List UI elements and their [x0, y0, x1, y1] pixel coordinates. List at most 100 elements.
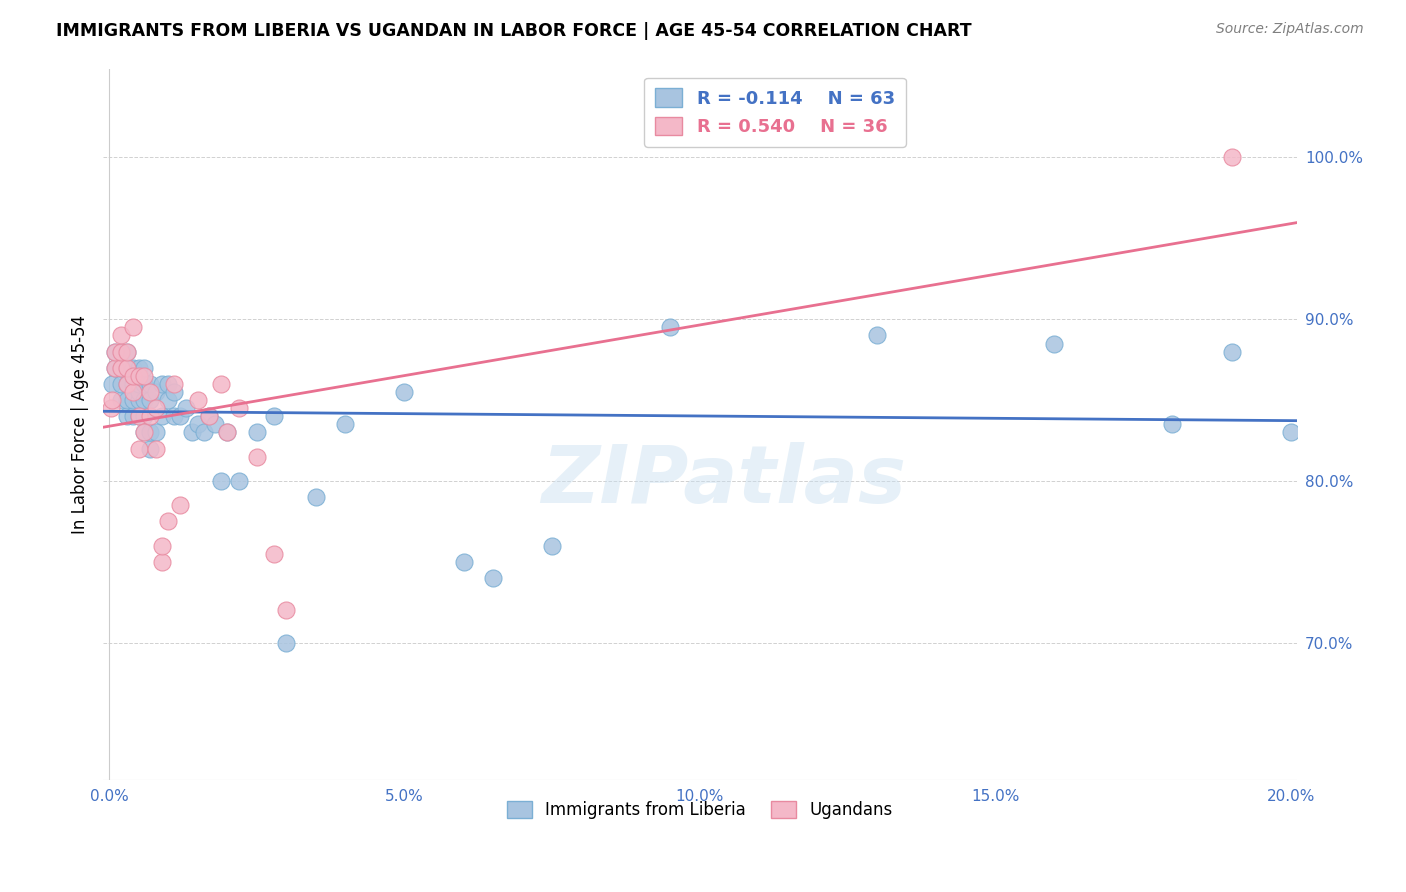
Point	[104, 360, 127, 375]
Point	[1279, 425, 1302, 440]
Point	[453, 555, 475, 569]
Point	[134, 368, 156, 383]
Point	[128, 409, 150, 424]
Point	[209, 376, 232, 391]
Point	[110, 376, 132, 391]
Point	[104, 360, 127, 375]
Point	[246, 450, 269, 464]
Point	[134, 409, 156, 424]
Point	[145, 442, 167, 456]
Point	[115, 376, 138, 391]
Point	[180, 425, 202, 440]
Point	[198, 409, 221, 424]
Point	[157, 515, 180, 529]
Point	[541, 539, 564, 553]
Y-axis label: In Labor Force | Age 45-54: In Labor Force | Age 45-54	[72, 315, 89, 534]
Point	[110, 344, 132, 359]
Point	[134, 393, 156, 408]
Point	[121, 385, 143, 400]
Point	[110, 360, 132, 375]
Point	[115, 344, 138, 359]
Point	[128, 385, 150, 400]
Point	[110, 360, 132, 375]
Point	[1161, 417, 1184, 432]
Point	[104, 344, 127, 359]
Point	[150, 409, 173, 424]
Point	[128, 393, 150, 408]
Point	[217, 425, 239, 440]
Point	[139, 385, 162, 400]
Point	[209, 474, 232, 488]
Point	[139, 376, 162, 391]
Point	[104, 344, 127, 359]
Point	[198, 409, 221, 424]
Point	[110, 328, 132, 343]
Point	[121, 393, 143, 408]
Point	[157, 393, 180, 408]
Text: ZIPatlas: ZIPatlas	[541, 442, 907, 520]
Point	[100, 401, 122, 416]
Text: Source: ZipAtlas.com: Source: ZipAtlas.com	[1216, 22, 1364, 37]
Point	[174, 401, 197, 416]
Point	[110, 393, 132, 408]
Point	[150, 376, 173, 391]
Point	[163, 409, 186, 424]
Point	[101, 376, 124, 391]
Point	[228, 401, 250, 416]
Point	[169, 498, 191, 512]
Point	[187, 417, 209, 432]
Point	[110, 344, 132, 359]
Point	[139, 393, 162, 408]
Point	[228, 474, 250, 488]
Point	[335, 417, 357, 432]
Point	[128, 368, 150, 383]
Point	[150, 539, 173, 553]
Point	[204, 417, 226, 432]
Point	[139, 409, 162, 424]
Point	[1043, 336, 1066, 351]
Point	[305, 490, 328, 504]
Point	[115, 344, 138, 359]
Point	[276, 636, 298, 650]
Point	[134, 376, 156, 391]
Point	[115, 409, 138, 424]
Point	[115, 360, 138, 375]
Point	[101, 393, 124, 408]
Point	[121, 368, 143, 383]
Point	[121, 376, 143, 391]
Point	[659, 320, 682, 334]
Point	[115, 360, 138, 375]
Point	[121, 320, 143, 334]
Point	[121, 360, 143, 375]
Point	[169, 409, 191, 424]
Point	[145, 401, 167, 416]
Point	[263, 547, 285, 561]
Point	[217, 425, 239, 440]
Point	[115, 393, 138, 408]
Point	[128, 360, 150, 375]
Point	[276, 603, 298, 617]
Point	[163, 376, 186, 391]
Legend: Immigrants from Liberia, Ugandans: Immigrants from Liberia, Ugandans	[501, 794, 900, 825]
Point	[866, 328, 889, 343]
Point	[139, 425, 162, 440]
Point	[246, 425, 269, 440]
Point	[128, 376, 150, 391]
Point	[263, 409, 285, 424]
Point	[139, 442, 162, 456]
Point	[128, 442, 150, 456]
Point	[157, 376, 180, 391]
Point	[145, 385, 167, 400]
Point	[121, 409, 143, 424]
Text: IMMIGRANTS FROM LIBERIA VS UGANDAN IN LABOR FORCE | AGE 45-54 CORRELATION CHART: IMMIGRANTS FROM LIBERIA VS UGANDAN IN LA…	[56, 22, 972, 40]
Point	[145, 425, 167, 440]
Point	[134, 360, 156, 375]
Point	[187, 393, 209, 408]
Point	[1220, 344, 1243, 359]
Point	[150, 555, 173, 569]
Point	[193, 425, 215, 440]
Point	[163, 385, 186, 400]
Point	[115, 376, 138, 391]
Point	[394, 385, 416, 400]
Point	[482, 571, 505, 585]
